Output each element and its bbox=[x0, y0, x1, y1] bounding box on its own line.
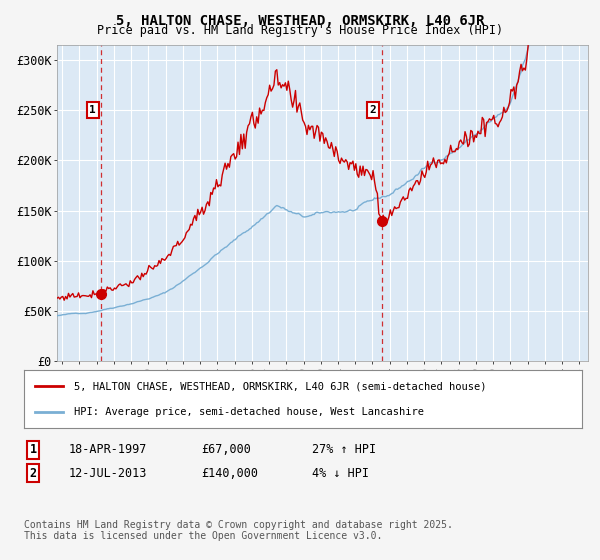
Text: 4% ↓ HPI: 4% ↓ HPI bbox=[312, 466, 369, 480]
Text: 5, HALTON CHASE, WESTHEAD, ORMSKIRK, L40 6JR (semi-detached house): 5, HALTON CHASE, WESTHEAD, ORMSKIRK, L40… bbox=[74, 381, 487, 391]
Text: £67,000: £67,000 bbox=[201, 443, 251, 456]
Text: HPI: Average price, semi-detached house, West Lancashire: HPI: Average price, semi-detached house,… bbox=[74, 407, 424, 417]
Text: 12-JUL-2013: 12-JUL-2013 bbox=[69, 466, 148, 480]
Text: 2: 2 bbox=[29, 466, 37, 480]
Text: 1: 1 bbox=[29, 443, 37, 456]
Text: Price paid vs. HM Land Registry's House Price Index (HPI): Price paid vs. HM Land Registry's House … bbox=[97, 24, 503, 37]
Text: 27% ↑ HPI: 27% ↑ HPI bbox=[312, 443, 376, 456]
Text: 18-APR-1997: 18-APR-1997 bbox=[69, 443, 148, 456]
Text: 1: 1 bbox=[89, 105, 96, 115]
Text: £140,000: £140,000 bbox=[201, 466, 258, 480]
Text: 5, HALTON CHASE, WESTHEAD, ORMSKIRK, L40 6JR: 5, HALTON CHASE, WESTHEAD, ORMSKIRK, L40… bbox=[116, 14, 484, 28]
Text: 2: 2 bbox=[370, 105, 377, 115]
Text: Contains HM Land Registry data © Crown copyright and database right 2025.
This d: Contains HM Land Registry data © Crown c… bbox=[24, 520, 453, 542]
